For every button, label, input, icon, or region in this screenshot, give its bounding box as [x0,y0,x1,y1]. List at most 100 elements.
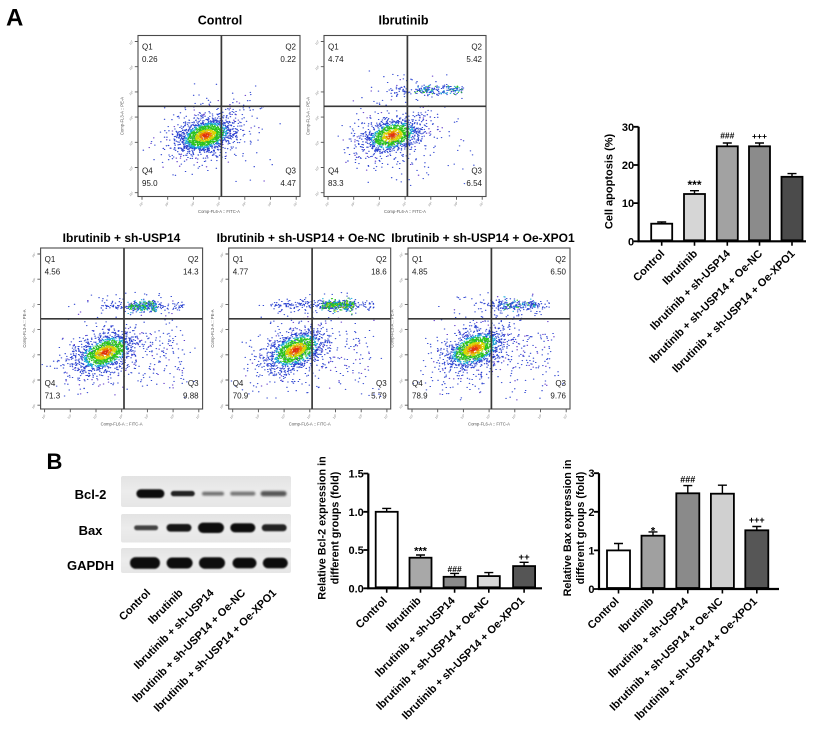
svg-text:104: 104 [485,413,492,420]
svg-text:105: 105 [511,413,518,420]
svg-text:Q3: Q3 [376,379,387,388]
svg-text:Cell apoptosis (%): Cell apoptosis (%) [604,133,616,229]
svg-text:104: 104 [401,201,408,208]
svg-text:107: 107 [478,201,485,208]
svg-text:107: 107 [219,252,226,259]
svg-text:5.79: 5.79 [371,392,387,401]
svg-text:101: 101 [219,403,226,410]
svg-text:106: 106 [453,201,460,208]
svg-text:4.56: 4.56 [45,268,61,277]
svg-text:Comp-FL3-A :: PE-A: Comp-FL3-A :: PE-A [306,97,311,135]
svg-text:107: 107 [562,413,569,420]
svg-text:*: * [651,525,656,537]
svg-text:106: 106 [314,64,321,71]
svg-text:+++: +++ [752,131,767,141]
svg-text:Q2: Q2 [471,43,482,52]
svg-text:105: 105 [219,302,226,309]
svg-text:Q4: Q4 [45,379,56,388]
svg-text:106: 106 [128,64,135,71]
svg-text:Q1: Q1 [328,43,339,52]
svg-text:101: 101 [314,190,321,197]
svg-text:107: 107 [195,413,202,420]
svg-text:103: 103 [219,353,226,360]
svg-text:102: 102 [219,378,226,385]
svg-text:Q4: Q4 [328,167,339,176]
svg-text:###: ### [448,564,462,574]
svg-text:101: 101 [138,201,145,208]
svg-text:0.0: 0.0 [349,583,364,595]
svg-text:83.3: 83.3 [328,179,344,188]
svg-text:Q4: Q4 [142,167,153,176]
svg-text:Q2: Q2 [285,43,296,52]
svg-text:101: 101 [128,190,135,197]
svg-text:0.5: 0.5 [349,545,364,557]
svg-text:Q4: Q4 [412,379,423,388]
svg-text:101: 101 [229,413,236,420]
svg-text:104: 104 [398,327,405,334]
svg-text:105: 105 [241,201,248,208]
svg-text:Comp-FL6-A :: FITC-A: Comp-FL6-A :: FITC-A [384,209,426,214]
svg-text:102: 102 [31,378,38,385]
svg-text:71.3: 71.3 [45,392,61,401]
svg-text:Ibrutinib + sh-USP14 + Oe-XPO1: Ibrutinib + sh-USP14 + Oe-XPO1 [391,231,575,245]
svg-text:14.3: 14.3 [183,268,199,277]
svg-text:3: 3 [588,468,594,480]
svg-text:9.88: 9.88 [183,392,199,401]
svg-text:++: ++ [519,552,531,563]
svg-text:Relative Bcl-2 expression in: Relative Bcl-2 expression in [317,456,329,599]
svg-text:106: 106 [31,277,38,284]
svg-text:106: 106 [537,413,544,420]
svg-text:different groups (fold): different groups (fold) [575,471,587,584]
svg-text:Ibrutinib + sh-USP14 + Oe-NC: Ibrutinib + sh-USP14 + Oe-NC [217,231,386,245]
svg-text:105: 105 [398,302,405,309]
svg-text:107: 107 [398,252,405,259]
svg-text:18.6: 18.6 [371,268,387,277]
svg-text:Q1: Q1 [142,43,153,52]
svg-text:103: 103 [31,353,38,360]
svg-text:Q2: Q2 [555,255,566,264]
svg-text:102: 102 [434,413,441,420]
svg-text:Comp-FL6-A :: FITC-A: Comp-FL6-A :: FITC-A [101,422,143,427]
svg-text:Comp-FL3-A :: PE-A: Comp-FL3-A :: PE-A [120,97,125,135]
svg-text:104: 104 [314,115,321,122]
svg-text:103: 103 [376,201,383,208]
svg-text:104: 104 [128,115,135,122]
svg-text:6.54: 6.54 [466,179,482,188]
svg-text:Q1: Q1 [412,255,423,264]
svg-text:78.9: 78.9 [412,392,428,401]
svg-text:102: 102 [398,378,405,385]
svg-text:###: ### [720,131,734,141]
svg-text:Q1: Q1 [45,255,56,264]
svg-text:1: 1 [588,545,594,557]
svg-text:0: 0 [588,584,594,596]
svg-text:GAPDH: GAPDH [67,558,114,573]
svg-text:Ibrutinib + sh-USP14: Ibrutinib + sh-USP14 [63,231,181,245]
svg-text:104: 104 [118,413,125,420]
svg-text:9.76: 9.76 [550,392,566,401]
svg-text:106: 106 [398,277,405,284]
svg-text:102: 102 [314,165,321,172]
svg-text:4.77: 4.77 [233,268,249,277]
svg-text:10: 10 [622,198,634,210]
svg-text:107: 107 [314,39,321,46]
svg-text:Bcl-2: Bcl-2 [75,487,107,502]
svg-text:105: 105 [31,302,38,309]
svg-text:105: 105 [144,413,151,420]
svg-text:4.47: 4.47 [280,179,296,188]
svg-text:104: 104 [306,413,313,420]
svg-text:105: 105 [427,201,434,208]
svg-text:101: 101 [408,413,415,420]
svg-text:103: 103 [92,413,99,420]
svg-text:1.0: 1.0 [349,507,364,519]
svg-text:20: 20 [622,160,634,172]
svg-text:102: 102 [350,201,357,208]
svg-text:Q3: Q3 [285,167,296,176]
svg-text:30: 30 [622,122,634,134]
svg-text:107: 107 [292,201,299,208]
svg-text:Q3: Q3 [471,167,482,176]
svg-text:Comp-FL6-A :: FITC-A: Comp-FL6-A :: FITC-A [468,422,510,427]
svg-text:105: 105 [128,90,135,97]
svg-text:0.26: 0.26 [142,55,158,64]
svg-text:0: 0 [628,236,634,248]
svg-text:107: 107 [128,39,135,46]
